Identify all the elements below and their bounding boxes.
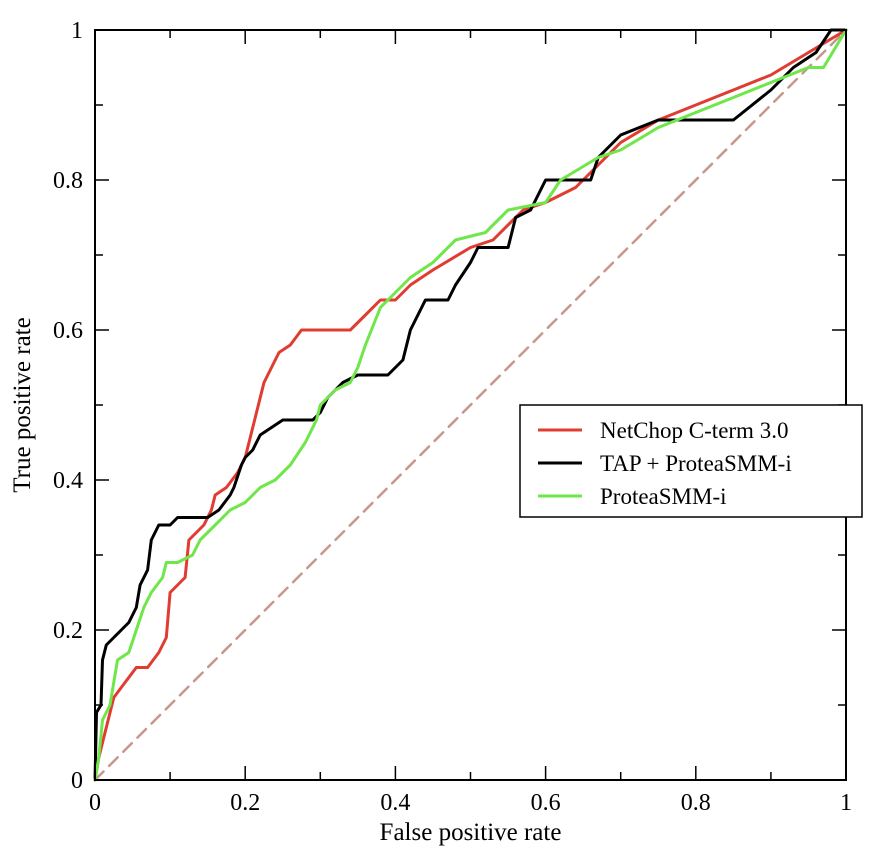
x-tick-label: 0 [89,790,101,816]
diagonal-reference-line [93,28,848,782]
legend-label: TAP + ProteaSMM-i [600,451,792,476]
series-layer [93,28,848,782]
y-tick-label: 0.2 [53,618,83,644]
y-axis-label: True positive rate [9,317,36,492]
y-tick-label: 0.6 [53,318,83,344]
y-tick-label: 0.4 [53,468,83,494]
legend-label: NetChop C-term 3.0 [600,418,788,443]
legend: NetChop C-term 3.0 TAP + ProteaSMM-i Prote… [519,404,863,518]
axis-tick-labels: 0 0.2 0.4 0.6 0.8 1 0 0.2 0.4 0.6 0.8 1 [53,18,852,816]
y-tick-label: 1 [71,18,83,44]
legend-label: ProteaSMM-i [600,484,727,509]
y-tick-label: 0.8 [53,168,83,194]
legend-box [519,404,863,518]
x-tick-label: 0.6 [531,790,561,816]
series-line [93,28,848,782]
x-tick-label: 1 [840,790,852,816]
x-axis-label: False positive rate [380,819,562,846]
x-tick-label: 0.8 [681,790,711,816]
y-tick-label: 0 [71,768,83,794]
x-tick-label: 0.4 [380,790,410,816]
x-tick-label: 0.2 [230,790,260,816]
